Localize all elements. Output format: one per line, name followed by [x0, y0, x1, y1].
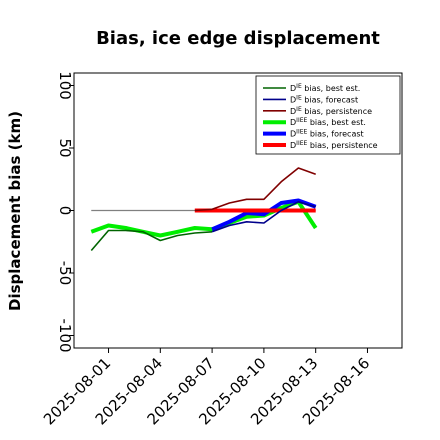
y-tick-label: -50	[56, 261, 74, 286]
y-axis-label: Displacement bias (km)	[6, 111, 24, 311]
legend-entry: DIIEE bias, best est.	[290, 117, 366, 127]
y-tick-label: -100	[56, 318, 74, 352]
legend-entry: DIE bias, persistence	[290, 106, 372, 116]
legend-entry: DIE bias, best est.	[290, 83, 360, 93]
legend-entry: DIIEE bias, forecast	[290, 129, 364, 139]
legend: DIE bias, best est.DIE bias, forecast DIE…	[255, 75, 401, 155]
legend-entry: DIIEE bias, persistence	[290, 140, 378, 150]
chart-title: Bias, ice edge displacement	[96, 28, 380, 49]
y-tick-label: 50	[56, 138, 74, 157]
legend-frame	[255, 75, 401, 155]
series-line-0	[90, 229, 213, 252]
y-tick-label: 100	[56, 71, 74, 100]
series-line-2	[194, 167, 316, 212]
series-layer	[90, 167, 318, 252]
y-tick-label: 0	[56, 206, 74, 216]
legend-entry: DIE bias, forecast	[290, 94, 358, 104]
series-line-1	[211, 201, 316, 233]
series-line-4	[211, 198, 317, 232]
